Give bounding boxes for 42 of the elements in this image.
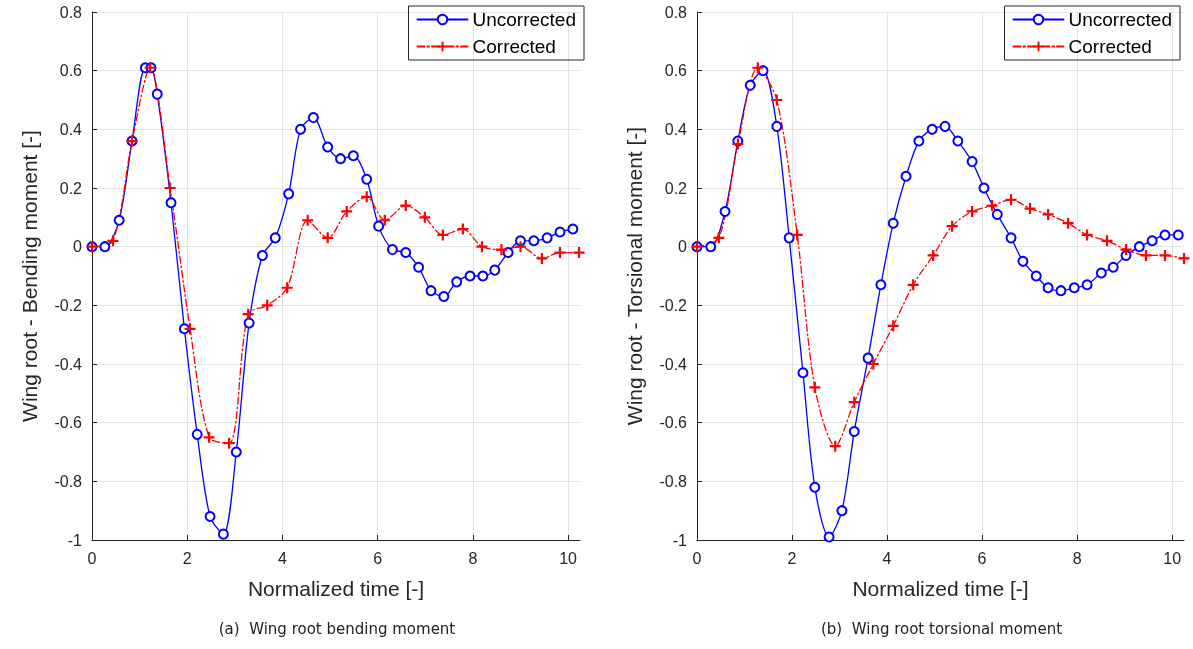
y-tick-label: -0.2 [659, 296, 688, 314]
legend-label: Uncorrected [1068, 9, 1173, 30]
y-tick-label: -0.4 [659, 355, 688, 373]
x-tick-label: 0 [692, 549, 702, 567]
y-tick-label: -0.4 [54, 355, 83, 373]
legend-label: Corrected [472, 36, 556, 57]
x-tick-label: 2 [787, 549, 797, 567]
x-tick-label: 10 [1163, 549, 1182, 567]
text: (b) Wing root torsional moment [820, 619, 1063, 638]
y-tick-label: -0.2 [54, 296, 83, 314]
x-tick-label: 4 [882, 549, 892, 567]
x-tick-label: 4 [277, 549, 287, 567]
x-tick-label: 8 [1072, 549, 1082, 567]
y-tick-label: -0.8 [54, 472, 83, 490]
y-tick-label: -0.6 [54, 414, 83, 432]
y-tick-label: 0.8 [664, 3, 688, 21]
y-tick-label: 0.4 [664, 120, 688, 138]
y-tick-label: 0.4 [59, 120, 83, 138]
text: (a) Wing root bending moment [218, 619, 456, 638]
x-tick-label: 2 [182, 549, 192, 567]
y-tick-label: 0.6 [59, 62, 83, 80]
y-tick-label: 0 [678, 238, 688, 256]
legend-label: Corrected [1068, 36, 1152, 57]
y-tick-label: 0.2 [59, 179, 83, 197]
x-axis-title: Normalized time [-] [247, 577, 425, 600]
y-tick-label: -0.6 [659, 414, 688, 432]
y-axis-title: Wing root - Torsional moment [-] [623, 126, 646, 426]
y-axis-title: Wing root - Bending moment [-] [18, 130, 41, 422]
y-tick-label: 0.2 [664, 179, 688, 197]
x-tick-label: 10 [559, 549, 578, 567]
y-tick-label: 0.6 [664, 62, 688, 80]
legend-label: Uncorrected [472, 9, 577, 30]
y-tick-label: -1 [672, 531, 688, 549]
x-axis-title: Normalized time [-] [852, 577, 1029, 600]
x-tick-label: 0 [87, 549, 97, 567]
y-tick-label: -1 [67, 531, 83, 549]
x-tick-label: 6 [977, 549, 987, 567]
x-tick-label: 8 [468, 549, 478, 567]
x-tick-label: 6 [373, 549, 383, 567]
y-tick-label: 0.8 [59, 3, 83, 21]
y-tick-label: 0 [73, 238, 83, 256]
y-tick-label: -0.8 [659, 472, 688, 490]
